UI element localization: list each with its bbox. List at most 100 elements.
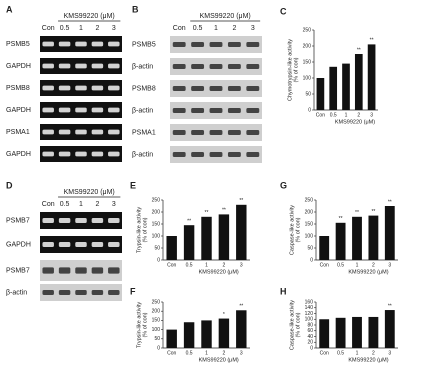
band	[209, 129, 223, 136]
band	[209, 85, 223, 92]
band	[42, 267, 54, 274]
band	[42, 129, 54, 135]
x-tick-label: 2	[372, 262, 375, 268]
lane-label: Con	[173, 25, 186, 32]
band	[58, 85, 71, 91]
bar	[342, 63, 350, 110]
row-label: PSMB8	[132, 85, 156, 92]
x-tick-label: 2	[357, 112, 360, 118]
lane-label: 2	[95, 25, 99, 32]
y-tick-label: 100	[152, 233, 161, 239]
band	[75, 107, 87, 113]
band	[75, 63, 87, 69]
significance: **	[357, 47, 361, 53]
band	[172, 85, 186, 92]
band	[58, 63, 71, 69]
band	[191, 151, 205, 158]
band	[172, 129, 186, 136]
x-tick-label: 1	[205, 262, 208, 268]
lane-label: 3	[112, 201, 116, 208]
bar	[368, 316, 379, 348]
row-label: PSMB7	[6, 217, 30, 224]
x-tick-label: Con	[320, 350, 329, 356]
treatment-label: KMS99220 (μM)	[64, 13, 115, 20]
bar	[352, 216, 362, 260]
band	[227, 85, 241, 92]
band	[209, 107, 223, 114]
y-tick-label: 120	[305, 311, 314, 317]
band	[91, 41, 104, 47]
band	[75, 217, 87, 224]
x-tick-label: 2	[223, 350, 226, 356]
lane-label: 2	[232, 25, 236, 32]
lane-label: 0.5	[60, 201, 70, 208]
y-tick-label: 100	[303, 75, 312, 81]
x-tick-label: 0.5	[337, 262, 344, 268]
band	[108, 63, 120, 69]
x-tick-label: 0.5	[330, 112, 337, 118]
treatment-label: KMS99220 (μM)	[64, 189, 115, 196]
band	[246, 151, 260, 158]
band	[91, 289, 104, 296]
lane-label: 1	[79, 201, 83, 208]
band	[246, 41, 260, 48]
panel-letter: H	[280, 286, 287, 296]
lane-label: 1	[214, 25, 218, 32]
x-axis-label: KMS99220 (μM)	[348, 269, 388, 275]
y-tick-label: 200	[303, 43, 312, 49]
panel-letter: C	[280, 6, 287, 16]
band	[191, 85, 205, 92]
x-tick-label: Con	[167, 262, 176, 268]
y-tick-label: 0	[310, 345, 313, 351]
row-label: PSMB5	[6, 41, 30, 48]
band	[172, 41, 186, 48]
band	[108, 85, 120, 91]
bar	[201, 216, 212, 260]
band	[75, 289, 87, 296]
row-label: PSMB5	[132, 41, 156, 48]
band	[209, 63, 223, 70]
row-label: β-actin	[6, 289, 27, 296]
band	[191, 107, 205, 114]
band	[42, 41, 54, 47]
band	[227, 151, 241, 158]
band	[75, 41, 87, 47]
band	[227, 129, 241, 136]
significance: **	[371, 209, 375, 215]
bar	[367, 44, 376, 110]
bar	[218, 214, 230, 260]
x-tick-label: 3	[388, 350, 391, 356]
y-tick-label: 140	[305, 305, 314, 311]
bar	[384, 310, 395, 348]
row-label: β-actin	[132, 151, 153, 158]
row-label: GAPDH	[6, 107, 31, 114]
bar	[166, 236, 177, 260]
band	[91, 85, 104, 91]
y-axis-label: Caspase-like activity	[289, 205, 295, 255]
x-tick-label: 0.5	[186, 350, 193, 356]
band	[227, 63, 241, 70]
band	[108, 41, 120, 47]
significance: **	[239, 304, 243, 310]
band	[108, 241, 120, 248]
y-axis-label: (% of con)	[295, 312, 301, 337]
lane-label: 0.5	[193, 25, 203, 32]
y-tick-label: 40	[307, 334, 313, 340]
y-tick-label: 60	[307, 328, 313, 334]
row-label: β-actin	[132, 63, 153, 70]
band	[108, 129, 120, 135]
y-tick-label: 250	[152, 197, 161, 203]
band	[75, 85, 87, 91]
x-tick-label: 1	[345, 112, 348, 118]
y-tick-label: 160	[305, 299, 314, 305]
x-axis-label: KMS99220 (μM)	[199, 357, 239, 363]
band	[58, 129, 71, 135]
band	[172, 63, 186, 70]
y-axis-label: (% of con)	[142, 312, 148, 337]
bar	[218, 318, 230, 348]
significance: **	[339, 216, 343, 222]
bar	[316, 78, 325, 110]
bar	[319, 319, 330, 348]
y-axis-label: Trypsin-like activity	[136, 207, 142, 253]
